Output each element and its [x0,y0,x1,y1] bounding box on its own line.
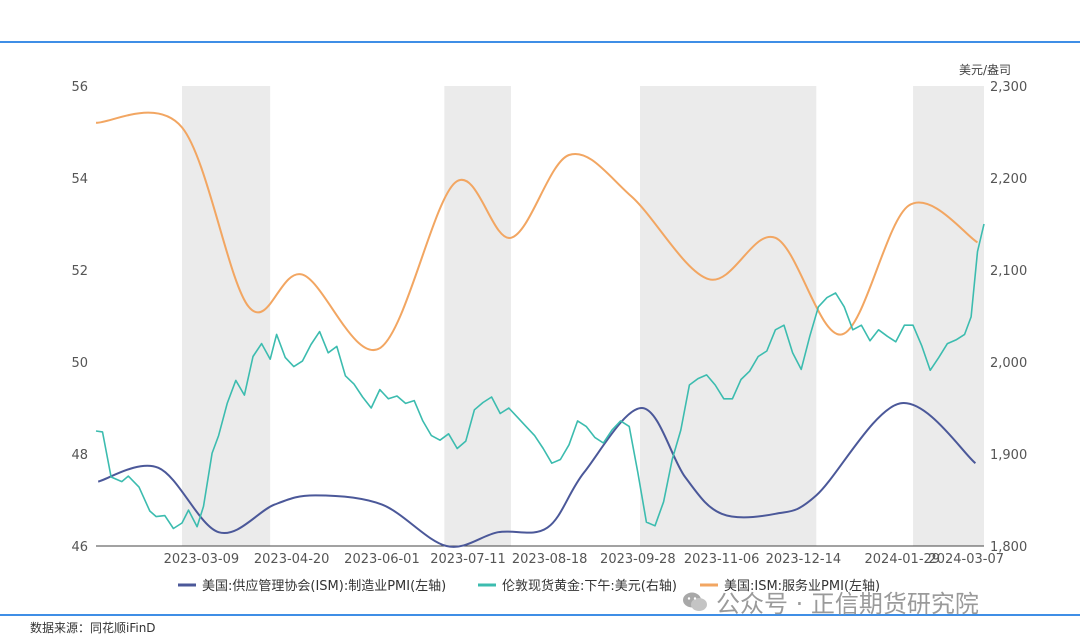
left-tick-46: 46 [71,540,88,555]
right-tick-5: 2,300 [990,80,1027,95]
legend-label-0: 美国:供应管理协会(ISM):制造业PMI(左轴) [202,578,446,594]
shaded-period-1 [444,86,511,546]
wechat-icon [683,592,707,611]
x-tick-2: 2023-06-01 [344,552,420,567]
legend-label-2: 美国:ISM:服务业PMI(左轴) [724,578,880,594]
shaded-period-2 [639,86,817,546]
right-tick-3: 2,100 [990,264,1027,279]
bottom-rule [0,614,1080,616]
series-line-1 [95,223,985,530]
right-tick-1: 1,900 [990,448,1027,463]
left-tick-48: 48 [71,448,88,463]
right-axis: 1,800 1,900 2,000 2,100 2,200 2,300 [990,80,1027,555]
legend-label-1: 伦敦现货黄金:下午:美元(右轴) [502,578,677,594]
series-line-0 [97,402,977,548]
left-tick-50: 50 [71,356,88,371]
x-tick-5: 2023-09-28 [600,552,676,567]
right-tick-2: 2,000 [990,356,1027,371]
top-rule [0,41,1080,43]
x-tick-9: 2024-03-07 [928,552,1004,567]
x-tick-8: 2024-01-29 [865,552,941,567]
x-tick-3: 2023-07-11 [430,552,506,567]
right-tick-0: 1,800 [990,540,1027,555]
right-tick-4: 2,200 [990,172,1027,187]
series-lines [95,111,985,548]
left-tick-56: 56 [71,80,88,95]
x-tick-0: 2023-03-09 [164,552,240,567]
x-tick-6: 2023-11-06 [684,552,760,567]
right-axis-unit: 美元/盎司 [959,63,1011,77]
x-axis: 2023-03-09 2023-04-20 2023-06-01 2023-07-11… [164,552,1004,567]
left-axis: 46 48 50 52 54 56 [71,80,88,555]
left-tick-52: 52 [71,264,88,279]
left-tick-54: 54 [71,172,88,187]
shaded-period-0 [182,86,271,546]
shaded-periods [182,86,984,546]
x-tick-1: 2023-04-20 [254,552,330,567]
series-line-2 [95,111,979,352]
data-source: 数据来源：同花顺iFinD [30,621,156,635]
x-tick-4: 2023-08-18 [512,552,588,567]
x-tick-7: 2023-12-14 [766,552,842,567]
watermark-text: 公众号 · 正信期货研究院 [716,590,979,618]
legend: 美国:供应管理协会(ISM):制造业PMI(左轴) 伦敦现货黄金:下午:美元(右轴… [178,578,880,594]
watermark: 公众号 · 正信期货研究院 [682,584,979,619]
shaded-period-3 [913,86,984,546]
